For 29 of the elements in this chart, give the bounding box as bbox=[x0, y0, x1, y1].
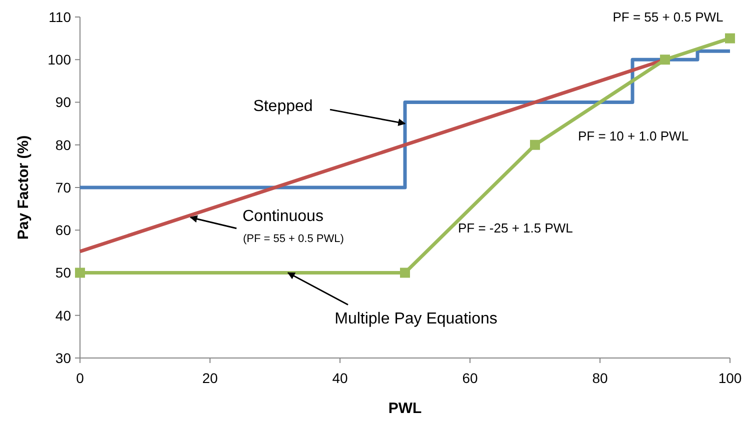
point bbox=[400, 268, 410, 278]
y-tick-label: 30 bbox=[55, 350, 72, 366]
y-tick-label: 110 bbox=[48, 8, 72, 25]
annotation: (PF = 55 + 0.5 PWL) bbox=[243, 232, 344, 245]
annotation: Stepped bbox=[253, 98, 313, 116]
x-tick-label: 80 bbox=[592, 370, 608, 386]
x-axis-title: PWL bbox=[388, 400, 422, 417]
y-tick-label: 50 bbox=[55, 264, 72, 281]
y-tick-label: 100 bbox=[48, 52, 72, 68]
point bbox=[530, 140, 540, 150]
annotation: PF = 10 + 1.0 PWL bbox=[578, 128, 689, 144]
y-tick-label: 90 bbox=[55, 94, 72, 110]
point bbox=[660, 54, 670, 65]
x-tick-label: 40 bbox=[332, 370, 348, 386]
annotation: PF = -25 + 1.5 PWL bbox=[458, 220, 573, 236]
x-tick-label: 60 bbox=[462, 370, 478, 386]
y-tick-label: 40 bbox=[55, 307, 72, 324]
point bbox=[725, 33, 735, 44]
y-tick-label: 70 bbox=[55, 179, 72, 196]
annotation: Multiple Pay Equations bbox=[334, 310, 498, 328]
x-tick-label: 0 bbox=[76, 370, 84, 386]
annotation: Continuous bbox=[242, 208, 324, 225]
y-axis-title: Pay Factor (%) bbox=[15, 135, 32, 240]
y-tick-label: 80 bbox=[55, 136, 72, 153]
y-tick-label: 60 bbox=[55, 222, 72, 238]
x-tick-label: 20 bbox=[202, 370, 218, 386]
point bbox=[75, 268, 85, 278]
annotation: PF = 55 + 0.5 PWL bbox=[612, 10, 724, 25]
x-tick-label: 100 bbox=[718, 370, 742, 386]
